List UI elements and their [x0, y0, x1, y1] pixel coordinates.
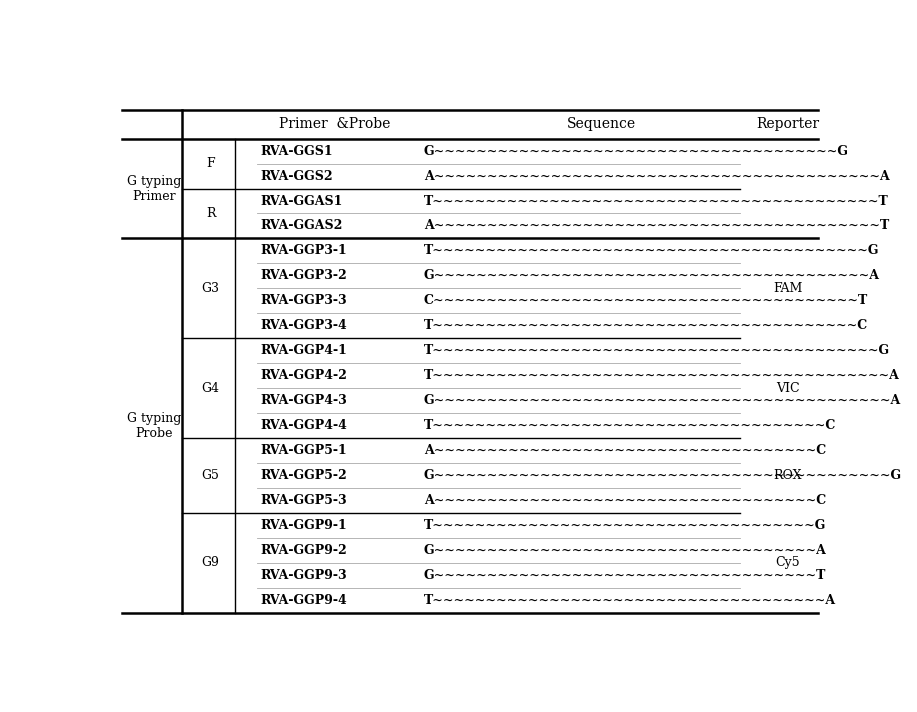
Text: T~~~~~~~~~~~~~~~~~~~~~~~~~~~~~~~~~~~~~A: T~~~~~~~~~~~~~~~~~~~~~~~~~~~~~~~~~~~~~A: [424, 594, 836, 607]
Text: T~~~~~~~~~~~~~~~~~~~~~~~~~~~~~~~~~~~~G: T~~~~~~~~~~~~~~~~~~~~~~~~~~~~~~~~~~~~G: [424, 519, 826, 532]
Text: F: F: [206, 157, 215, 170]
Text: RVA-GGP3-2: RVA-GGP3-2: [260, 269, 347, 283]
Text: RVA-GGP4-2: RVA-GGP4-2: [260, 370, 348, 382]
Text: RVA-GGP4-4: RVA-GGP4-4: [260, 419, 348, 432]
Text: RVA-GGAS1: RVA-GGAS1: [260, 194, 343, 207]
Text: G~~~~~~~~~~~~~~~~~~~~~~~~~~~~~~~~~~~~~~~~~A: G~~~~~~~~~~~~~~~~~~~~~~~~~~~~~~~~~~~~~~~…: [424, 269, 879, 283]
Text: G4: G4: [202, 382, 219, 394]
Text: G~~~~~~~~~~~~~~~~~~~~~~~~~~~~~~~~~~~~~~~~~~~A: G~~~~~~~~~~~~~~~~~~~~~~~~~~~~~~~~~~~~~~~…: [424, 394, 901, 407]
Text: T~~~~~~~~~~~~~~~~~~~~~~~~~~~~~~~~~~~~~~~~~G: T~~~~~~~~~~~~~~~~~~~~~~~~~~~~~~~~~~~~~~~…: [424, 244, 879, 258]
Text: G~~~~~~~~~~~~~~~~~~~~~~~~~~~~~~~~~~~~~~~~~~~G: G~~~~~~~~~~~~~~~~~~~~~~~~~~~~~~~~~~~~~~~…: [424, 469, 902, 482]
Text: RVA-GGAS2: RVA-GGAS2: [260, 219, 343, 233]
Text: RVA-GGP5-3: RVA-GGP5-3: [260, 494, 347, 507]
Text: RVA-GGP5-2: RVA-GGP5-2: [260, 469, 347, 482]
Text: VIC: VIC: [776, 382, 800, 394]
Text: G typing
Primer: G typing Primer: [127, 174, 181, 202]
Text: Cy5: Cy5: [775, 557, 800, 570]
Text: G5: G5: [202, 469, 219, 482]
Text: RVA-GGP3-1: RVA-GGP3-1: [260, 244, 347, 258]
Text: RVA-GGS2: RVA-GGS2: [260, 169, 333, 182]
Text: C~~~~~~~~~~~~~~~~~~~~~~~~~~~~~~~~~~~~~~~~T: C~~~~~~~~~~~~~~~~~~~~~~~~~~~~~~~~~~~~~~~…: [424, 294, 868, 308]
Text: G typing
Probe: G typing Probe: [127, 412, 181, 439]
Text: T~~~~~~~~~~~~~~~~~~~~~~~~~~~~~~~~~~~~~~~~C: T~~~~~~~~~~~~~~~~~~~~~~~~~~~~~~~~~~~~~~~…: [424, 319, 868, 333]
Text: RVA-GGS1: RVA-GGS1: [260, 145, 333, 157]
Text: G~~~~~~~~~~~~~~~~~~~~~~~~~~~~~~~~~~~~T: G~~~~~~~~~~~~~~~~~~~~~~~~~~~~~~~~~~~~T: [424, 569, 826, 582]
Text: G~~~~~~~~~~~~~~~~~~~~~~~~~~~~~~~~~~~~~~G: G~~~~~~~~~~~~~~~~~~~~~~~~~~~~~~~~~~~~~~G: [424, 145, 849, 157]
Text: RVA-GGP4-3: RVA-GGP4-3: [260, 394, 347, 407]
Text: G3: G3: [202, 282, 219, 295]
Text: T~~~~~~~~~~~~~~~~~~~~~~~~~~~~~~~~~~~~~~~~~~G: T~~~~~~~~~~~~~~~~~~~~~~~~~~~~~~~~~~~~~~~…: [424, 345, 889, 357]
Text: RVA-GGP9-1: RVA-GGP9-1: [260, 519, 347, 532]
Text: RVA-GGP9-2: RVA-GGP9-2: [260, 544, 347, 557]
Text: T~~~~~~~~~~~~~~~~~~~~~~~~~~~~~~~~~~~~~~~~~~T: T~~~~~~~~~~~~~~~~~~~~~~~~~~~~~~~~~~~~~~~…: [424, 194, 889, 207]
Text: RVA-GGP5-1: RVA-GGP5-1: [260, 444, 347, 457]
Text: RVA-GGP4-1: RVA-GGP4-1: [260, 345, 348, 357]
Text: Reporter: Reporter: [757, 117, 819, 132]
Text: RVA-GGP9-4: RVA-GGP9-4: [260, 594, 347, 607]
Text: R: R: [205, 207, 215, 220]
Text: RVA-GGP3-4: RVA-GGP3-4: [260, 319, 347, 333]
Text: RVA-GGP9-3: RVA-GGP9-3: [260, 569, 347, 582]
Text: Sequence: Sequence: [567, 117, 636, 132]
Text: FAM: FAM: [773, 282, 802, 295]
Text: RVA-GGP3-3: RVA-GGP3-3: [260, 294, 347, 308]
Text: T~~~~~~~~~~~~~~~~~~~~~~~~~~~~~~~~~~~~~~~~~~~A: T~~~~~~~~~~~~~~~~~~~~~~~~~~~~~~~~~~~~~~~…: [424, 370, 900, 382]
Text: A~~~~~~~~~~~~~~~~~~~~~~~~~~~~~~~~~~~~C: A~~~~~~~~~~~~~~~~~~~~~~~~~~~~~~~~~~~~C: [424, 444, 826, 457]
Text: G~~~~~~~~~~~~~~~~~~~~~~~~~~~~~~~~~~~~A: G~~~~~~~~~~~~~~~~~~~~~~~~~~~~~~~~~~~~A: [424, 544, 826, 557]
Text: A~~~~~~~~~~~~~~~~~~~~~~~~~~~~~~~~~~~~C: A~~~~~~~~~~~~~~~~~~~~~~~~~~~~~~~~~~~~C: [424, 494, 826, 507]
Text: Primer  &Probe: Primer &Probe: [280, 117, 391, 132]
Text: G9: G9: [202, 557, 219, 570]
Text: A~~~~~~~~~~~~~~~~~~~~~~~~~~~~~~~~~~~~~~~~~~T: A~~~~~~~~~~~~~~~~~~~~~~~~~~~~~~~~~~~~~~~…: [424, 219, 889, 233]
Text: T~~~~~~~~~~~~~~~~~~~~~~~~~~~~~~~~~~~~~C: T~~~~~~~~~~~~~~~~~~~~~~~~~~~~~~~~~~~~~C: [424, 419, 836, 432]
Text: A~~~~~~~~~~~~~~~~~~~~~~~~~~~~~~~~~~~~~~~~~~A: A~~~~~~~~~~~~~~~~~~~~~~~~~~~~~~~~~~~~~~~…: [424, 169, 889, 182]
Text: ROX: ROX: [773, 469, 801, 482]
